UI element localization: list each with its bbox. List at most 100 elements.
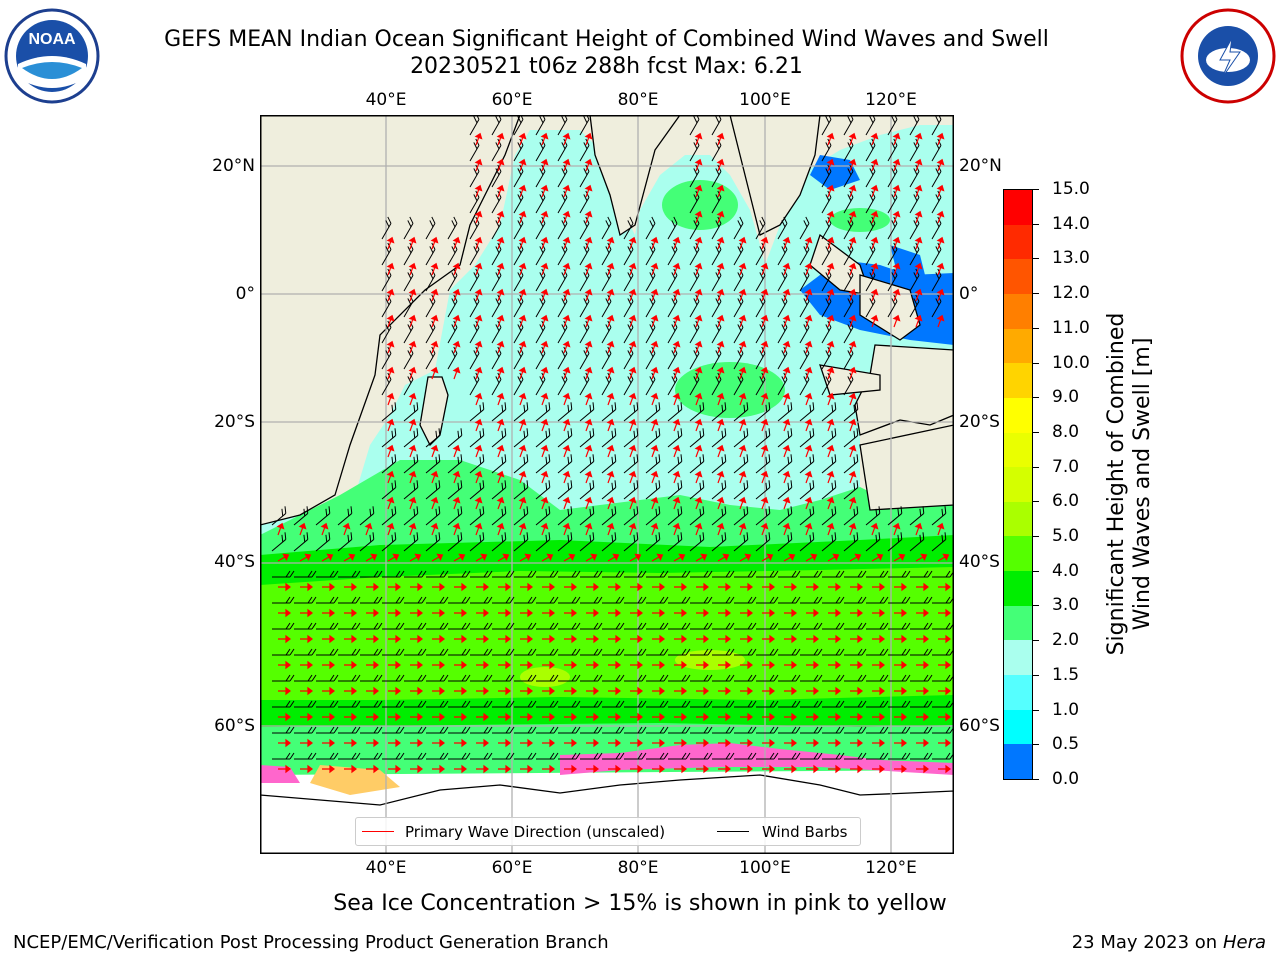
wind-barb [756,648,779,656]
colorbar-tick-mark [1033,258,1039,260]
wind-barb [712,700,735,708]
wind-barb [624,570,647,578]
wave-arrow [716,366,725,380]
colorbar-tick-mark [1033,293,1039,295]
wind-barb [602,726,625,734]
wind-barb [778,752,801,760]
wave-arrow [850,660,863,670]
wave-arrow [784,738,797,748]
wind-barb [690,752,713,760]
colorbar-tick-label: 5.0 [1052,526,1080,547]
wind-barb [623,216,634,240]
wave-arrow [762,582,775,592]
wind-barb [821,454,837,474]
wave-arrow [454,582,467,592]
wave-arrow [694,288,703,302]
wind-barb [931,532,947,552]
wave-arrow [540,340,549,354]
wind-barb [623,506,639,526]
lat-label-right: 20°N [959,156,1002,176]
wind-barb [865,532,881,552]
wave-arrow [672,314,681,328]
wave-arrow [738,236,747,250]
wind-barb [667,454,683,474]
wave-arrow [608,712,621,722]
wind-barb [360,648,383,656]
wave-arrow [628,366,637,380]
wind-barb [843,480,859,500]
wave-arrow [498,582,511,592]
wind-barb [514,570,537,578]
wind-barb [755,454,771,474]
wave-arrow [806,738,819,748]
colorbar-segment [1004,190,1032,226]
wave-arrow [320,522,329,536]
colorbar-segment [1004,293,1032,330]
wind-barb [513,480,529,500]
footer-date-text: 23 May 2023 on [1071,932,1218,953]
wave-arrow [540,132,549,146]
wave-arrow [278,712,291,722]
wave-arrow [344,582,357,592]
wave-arrow [540,158,549,172]
wave-arrow [606,288,615,302]
wave-arrow [606,522,615,536]
lon-label-top: 100°E [739,90,791,110]
wave-arrow [674,686,687,696]
wave-arrow [432,712,445,722]
wave-arrow [388,738,401,748]
wave-arrow [366,660,379,670]
wave-arrow [496,496,505,510]
wave-arrow [782,392,791,406]
wave-arrow [540,184,549,198]
wave-arrow [476,712,489,722]
wave-arrow [674,608,687,618]
wave-arrow [760,444,769,458]
wave-arrow [828,660,841,670]
wind-barb [800,570,823,578]
wave-arrow [870,210,879,224]
wind-barb [712,752,735,760]
wind-barb [690,700,713,708]
wave-arrow [828,582,841,592]
wave-arrow [278,608,291,618]
wave-arrow [606,314,615,328]
wind-barb [624,752,647,760]
wave-arrow [408,314,417,328]
wave-arrow [542,608,555,618]
wave-arrow [718,712,731,722]
wave-arrow [344,686,357,696]
wave-arrow [870,288,879,302]
wind-barb [316,674,339,682]
wind-barb [843,506,859,526]
wind-barb [799,454,815,474]
wave-arrow [826,470,835,484]
wind-barb [624,648,647,656]
wind-barb [360,596,383,604]
wind-barb [448,674,471,682]
wind-barb [316,622,339,630]
wave-arrow [388,686,401,696]
wave-arrow [408,392,417,406]
wind-barb [799,532,815,552]
colorbar-tick-mark [1033,223,1039,225]
wind-barb [667,216,678,240]
wave-arrow [278,738,291,748]
wind-barb [558,570,581,578]
wave-arrow [894,712,907,722]
wind-barb [668,622,691,630]
wave-arrow [936,210,945,224]
wind-barb [360,752,383,760]
wave-arrow [496,210,505,224]
wave-arrow [518,522,527,536]
wave-arrow [498,608,511,618]
wave-arrow [738,288,747,302]
footer-date: 23 May 2023 on Hera [1072,932,1266,953]
wind-barb [910,570,933,578]
wave-arrow [694,444,703,458]
wave-arrow [784,608,797,618]
wind-barb [667,402,683,422]
wave-arrow [740,582,753,592]
wind-barb [557,532,573,552]
wave-arrow [936,184,945,198]
